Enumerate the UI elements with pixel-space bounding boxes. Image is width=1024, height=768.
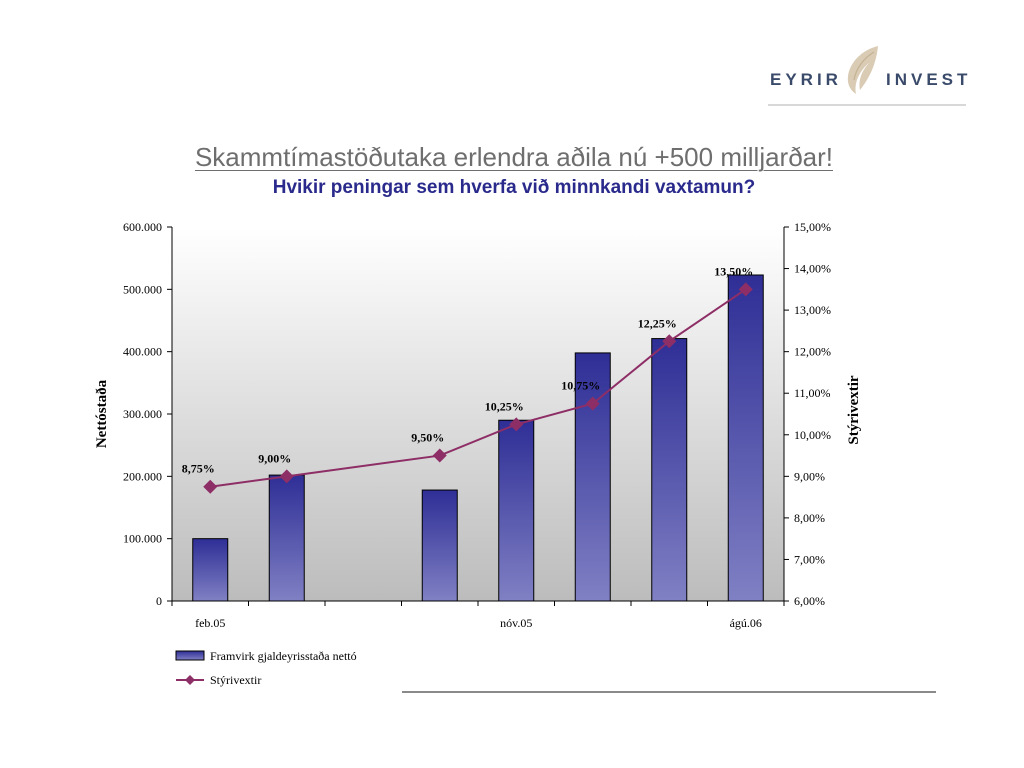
right-tick-label: 11,00%: [794, 386, 831, 400]
right-tick-label: 6,00%: [794, 594, 825, 608]
data-label: 12,25%: [638, 316, 677, 330]
right-tick-label: 9,00%: [794, 469, 825, 483]
right-tick-label: 13,00%: [794, 303, 831, 317]
x-tick-label: ágú.06: [730, 616, 762, 630]
line-point: [203, 479, 218, 494]
left-tick-label: 400.000: [123, 345, 162, 359]
legend-label-bar: Framvirk gjaldeyrisstaða nettó: [210, 649, 357, 663]
bar: [651, 338, 688, 602]
bar: [268, 474, 305, 602]
bar: [192, 538, 229, 602]
left-tick-label: 300.000: [123, 407, 162, 421]
eyrir-feather-icon: [847, 46, 878, 94]
bar: [727, 274, 764, 602]
plot-area: [172, 227, 784, 601]
line-point: [509, 417, 524, 432]
line-point: [662, 334, 677, 349]
left-tick-label: 100.000: [123, 532, 162, 546]
line-point: [432, 448, 447, 463]
data-label: 9,50%: [411, 431, 444, 445]
line-point: [585, 396, 600, 411]
y-left-axis-title: Nettóstaða: [94, 379, 110, 448]
page-title: Skammtímastöðutaka erlendra aðila nú +50…: [194, 142, 834, 172]
data-label: 10,25%: [485, 399, 524, 413]
bar: [498, 419, 535, 602]
brand-name-left: EYRIR: [770, 70, 842, 89]
right-tick-label: 7,00%: [794, 552, 825, 566]
brand-logo: EYRIR INVEST: [768, 44, 967, 108]
legend-label-line: Stýrivextir: [210, 673, 261, 687]
bar: [421, 489, 458, 602]
line-point: [738, 282, 753, 297]
left-tick-label: 600.000: [123, 220, 162, 234]
footer-divider: [402, 691, 936, 693]
data-label: 9,00%: [258, 451, 291, 465]
brand-underline: [768, 104, 966, 106]
x-tick-label: feb.05: [195, 616, 225, 630]
right-tick-label: 15,00%: [794, 220, 831, 234]
page-subtitle: Hvikir peningar sem hverfa við minnkandi…: [272, 177, 756, 198]
left-tick-label: 500.000: [123, 282, 162, 296]
right-tick-label: 12,00%: [794, 345, 831, 359]
data-label: 13,50%: [714, 264, 753, 278]
data-label: 8,75%: [182, 462, 215, 476]
y-right-axis-title: Stýrivextir: [846, 375, 862, 444]
left-tick-label: 0: [156, 594, 162, 608]
legend-marker-line: [185, 675, 195, 685]
line-point: [279, 469, 294, 484]
right-tick-label: 10,00%: [794, 428, 831, 442]
brand-name-right: INVEST: [886, 70, 972, 89]
legend-swatch-bar: [175, 650, 205, 661]
right-tick-label: 14,00%: [794, 262, 831, 276]
x-tick-label: nóv.05: [500, 616, 532, 630]
right-tick-label: 8,00%: [794, 511, 825, 525]
data-label: 10,75%: [561, 379, 600, 393]
left-tick-label: 200.000: [123, 469, 162, 483]
